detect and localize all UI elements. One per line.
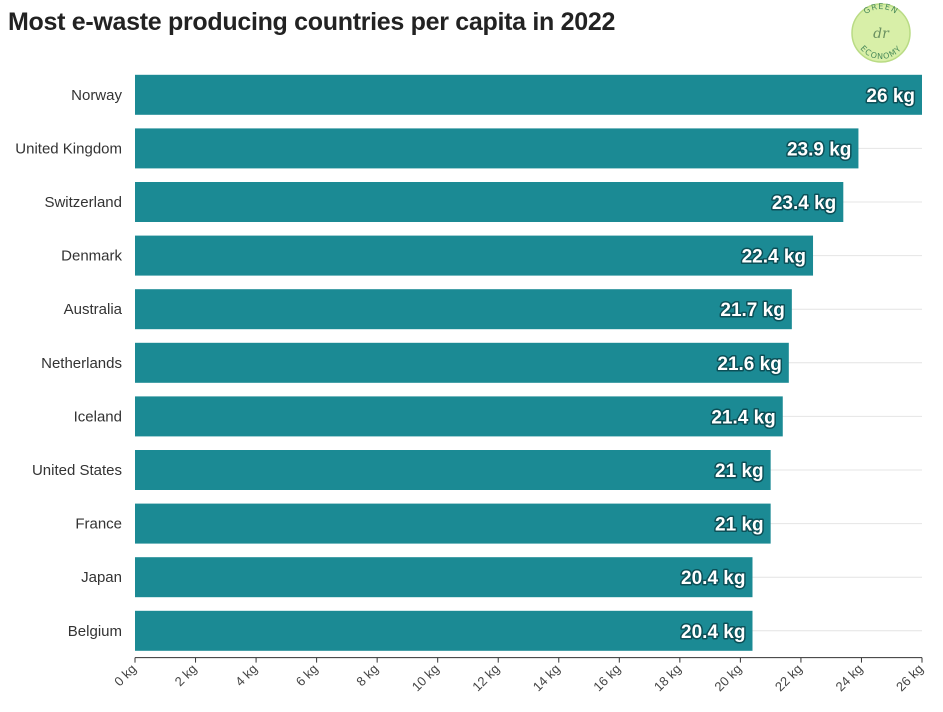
- category-label: Norway: [71, 87, 122, 104]
- category-label: United States: [32, 462, 122, 479]
- x-tick-label: 16 kg: [590, 661, 623, 694]
- x-tick-label: 2 kg: [172, 661, 200, 689]
- value-label: 20.4 kg: [681, 622, 745, 643]
- category-label: France: [75, 516, 122, 533]
- x-tick-label: 4 kg: [232, 661, 260, 689]
- category-label: Belgium: [68, 623, 122, 640]
- value-label: 21 kg: [715, 515, 764, 536]
- x-tick-label: 18 kg: [651, 661, 684, 694]
- category-label: Australia: [64, 301, 123, 318]
- value-label: 21.4 kg: [711, 407, 775, 428]
- bar: [135, 450, 771, 490]
- value-label: 21.6 kg: [717, 354, 781, 375]
- x-tick-label: 0 kg: [111, 661, 139, 689]
- bar: [135, 182, 844, 222]
- value-label: 20.4 kg: [681, 568, 745, 589]
- bars: [135, 74, 922, 651]
- x-tick-label: 8 kg: [353, 661, 381, 689]
- x-tick-label: 24 kg: [832, 661, 865, 694]
- value-label: 21 kg: [715, 461, 764, 482]
- bar: [135, 289, 792, 330]
- bar: [135, 610, 753, 651]
- category-label: Switzerland: [44, 194, 122, 211]
- category-label: Denmark: [61, 248, 122, 265]
- value-label: 22.4 kg: [742, 247, 806, 268]
- chart-title: Most e-waste producing countries per cap…: [8, 8, 616, 36]
- value-label: 21.7 kg: [720, 300, 784, 321]
- x-axis: 0 kg 2 kg 4 kg 6 kg 8 kg 10 kg 12 kg 14 kg 16 kg…: [111, 657, 926, 694]
- x-tick-label: 22 kg: [772, 661, 805, 694]
- bar: [135, 235, 814, 276]
- green-economy-logo: GREEN ECONOMY dr: [851, 2, 911, 63]
- bar: [135, 128, 859, 169]
- value-label: 23.4 kg: [772, 193, 836, 214]
- value-label: 23.9 kg: [787, 139, 851, 160]
- x-tick-label: 26 kg: [893, 661, 926, 694]
- category-label: Iceland: [74, 408, 122, 425]
- bar: [135, 396, 783, 437]
- bar: [135, 557, 753, 598]
- category-labels: Norway United Kingdom Switzerland Denmark Au…: [15, 87, 122, 640]
- logo-top-text: GREEN: [862, 2, 900, 16]
- x-tick-label: 20 kg: [711, 661, 744, 694]
- value-labels: 26 kg 23.9 kg 23.4 kg 22.4 kg 21.7 kg 21.6 kg…: [680, 84, 917, 644]
- x-tick-label: 10 kg: [409, 661, 442, 694]
- category-label: Netherlands: [41, 355, 122, 372]
- x-tick-label: 6 kg: [293, 661, 321, 689]
- logo-center-text: dr: [873, 26, 890, 42]
- x-tick-label: 12 kg: [469, 661, 502, 694]
- x-tick-label: 14 kg: [530, 661, 563, 694]
- value-label: 26 kg: [866, 86, 915, 107]
- bar: [135, 342, 789, 383]
- bar: [135, 74, 922, 115]
- category-label: Japan: [81, 569, 122, 586]
- logo-circle: [852, 4, 910, 62]
- category-label: United Kingdom: [15, 140, 122, 157]
- bar: [135, 503, 771, 544]
